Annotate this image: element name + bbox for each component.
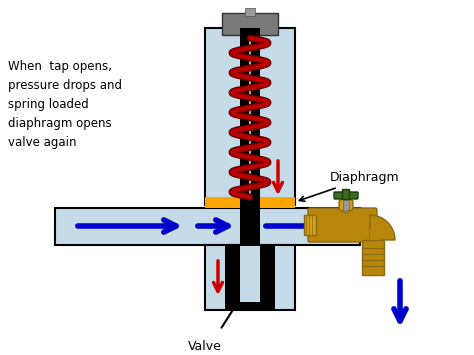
Text: Valve: Valve — [188, 340, 222, 353]
FancyBboxPatch shape — [334, 192, 358, 199]
Wedge shape — [370, 230, 380, 240]
Bar — [205, 197, 295, 208]
FancyBboxPatch shape — [308, 208, 377, 242]
Wedge shape — [370, 215, 395, 240]
Bar — [260, 245, 275, 310]
FancyBboxPatch shape — [343, 190, 349, 200]
Bar — [362, 240, 384, 275]
Bar — [205, 245, 295, 310]
Text: Diaphragm: Diaphragm — [300, 171, 400, 201]
Bar — [205, 28, 295, 205]
Bar — [240, 28, 260, 310]
Bar — [225, 245, 240, 310]
Bar — [304, 215, 316, 235]
Bar — [240, 246, 260, 302]
Bar — [343, 200, 349, 210]
Text: When  tap opens,
pressure drops and
spring loaded
diaphragm opens
valve again: When tap opens, pressure drops and sprin… — [8, 60, 122, 149]
Bar — [222, 13, 278, 35]
Bar — [245, 8, 255, 16]
Bar — [225, 302, 275, 310]
Bar — [55, 208, 360, 245]
